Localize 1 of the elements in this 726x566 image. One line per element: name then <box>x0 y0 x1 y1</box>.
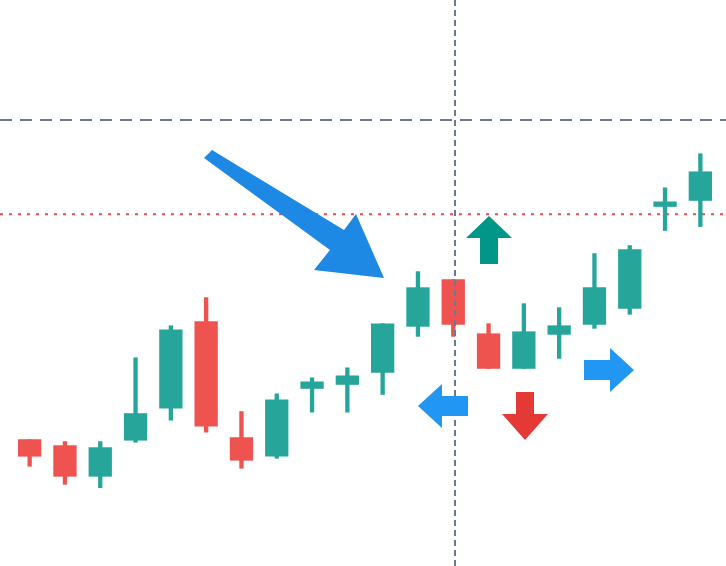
candlestick <box>335 367 360 413</box>
